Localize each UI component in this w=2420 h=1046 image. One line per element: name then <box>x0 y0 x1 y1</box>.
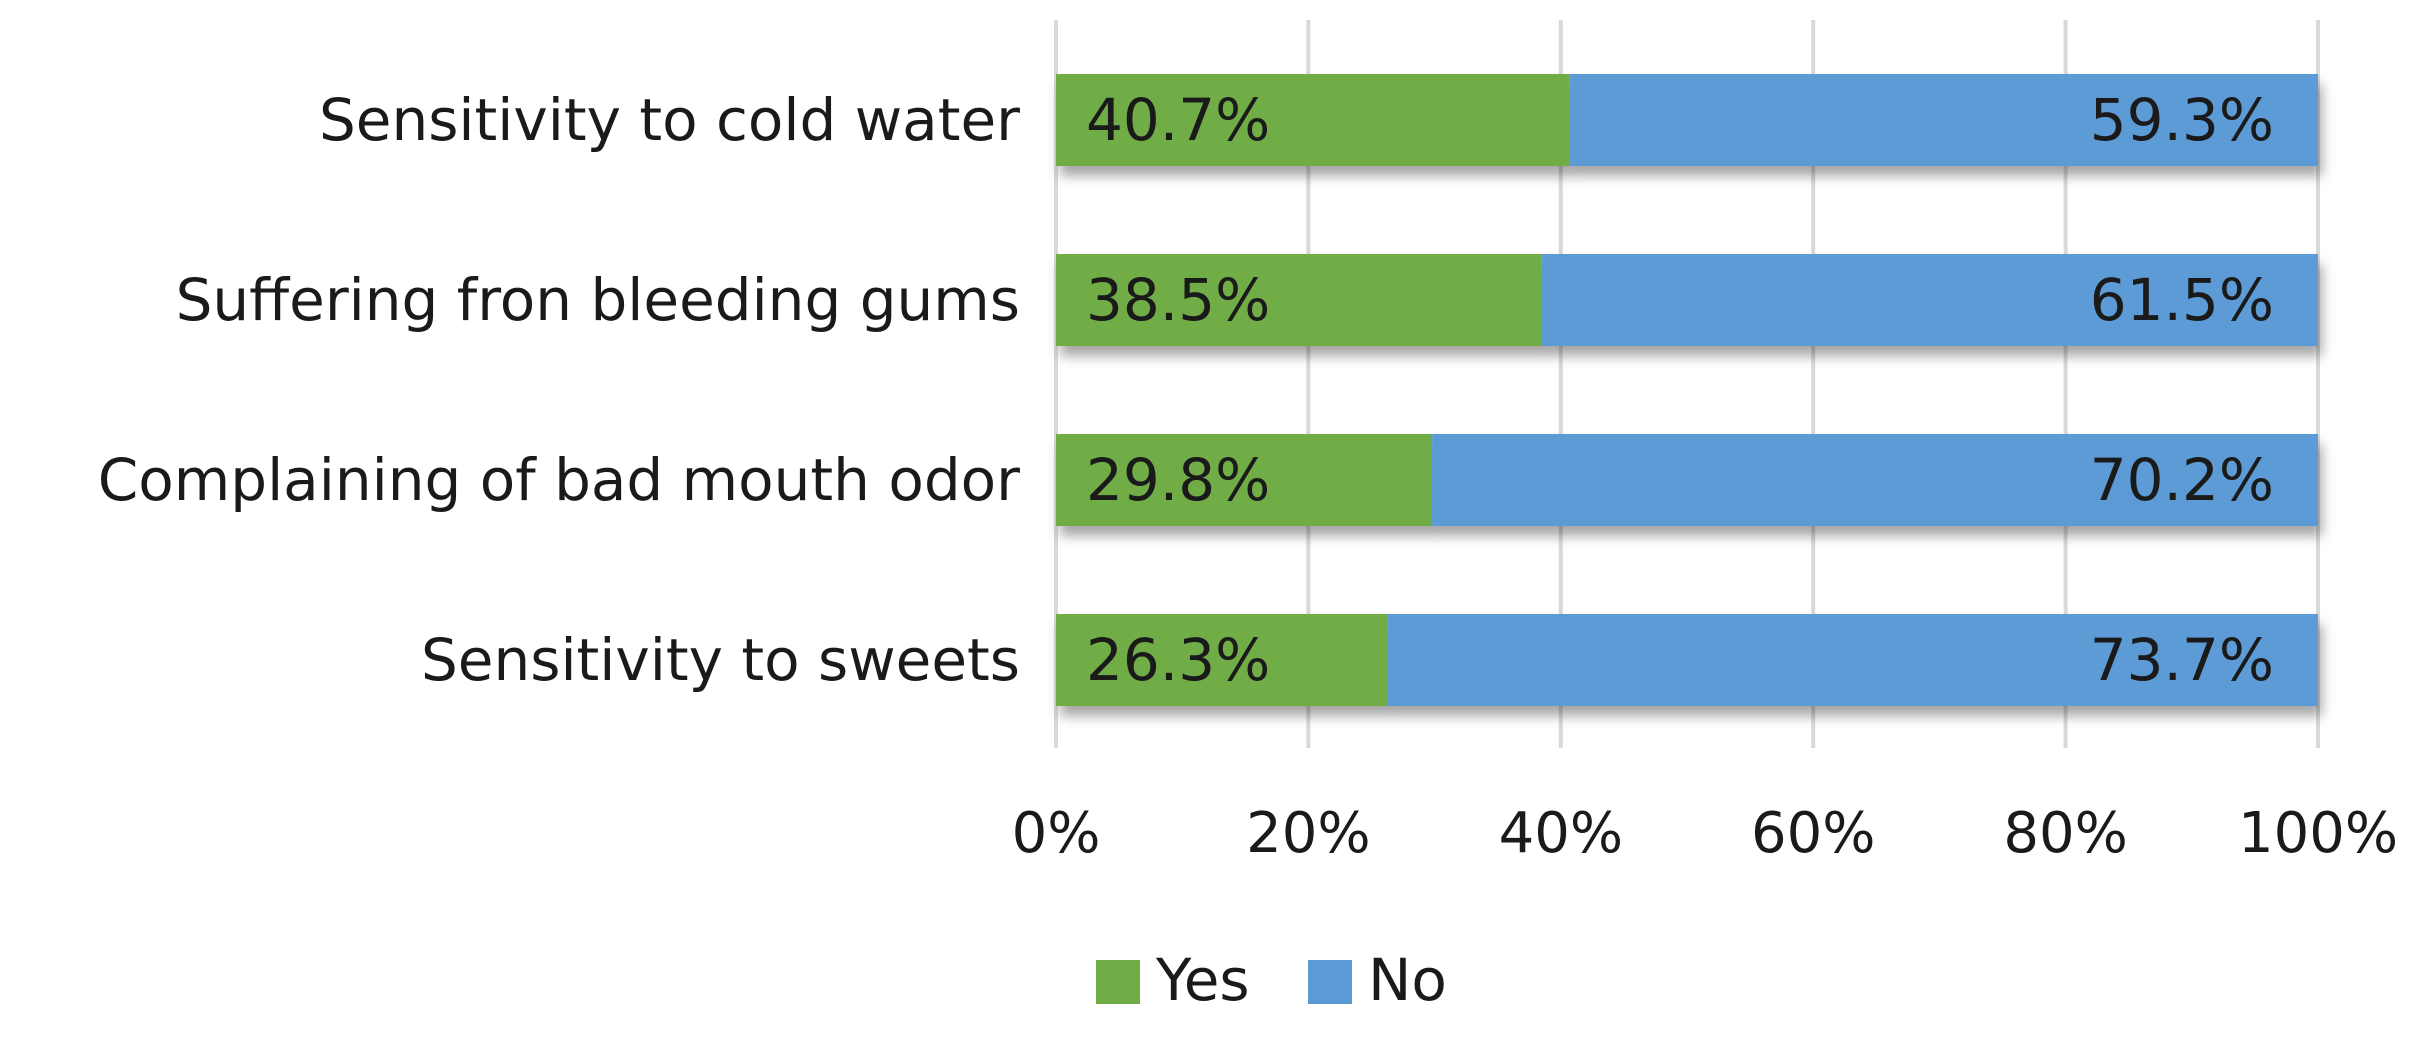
bar-yes <box>1056 74 1570 166</box>
data-label-yes: 40.7% <box>1086 86 1270 154</box>
bar-row <box>1056 614 2318 706</box>
x-tick-label: 80% <box>2003 801 2127 866</box>
category-labels: Sensitivity to cold water Suffering fron … <box>98 86 1020 694</box>
data-label-yes: 38.5% <box>1086 266 1270 334</box>
data-label-yes: 29.8% <box>1086 446 1270 514</box>
category-label: Sensitivity to cold water <box>319 86 1020 154</box>
x-axis-ticks: 0% 20% 40% 60% 80% 100% <box>1012 801 2398 866</box>
data-label-no: 73.7% <box>2090 626 2274 694</box>
bar-row <box>1056 434 2318 526</box>
legend-label-no: No <box>1368 946 1447 1014</box>
bar-no <box>1387 614 2318 706</box>
data-label-no: 61.5% <box>2090 266 2274 334</box>
bar-no <box>1541 254 2318 346</box>
bars <box>1056 74 2318 706</box>
x-tick-label: 0% <box>1012 801 1101 866</box>
bar-row <box>1056 254 2318 346</box>
data-label-no: 70.2% <box>2090 446 2274 514</box>
bar-yes <box>1056 254 1542 346</box>
x-tick-label: 40% <box>1499 801 1623 866</box>
bar-no <box>1432 434 2318 526</box>
legend-swatch-no <box>1308 960 1352 1004</box>
category-label: Sensitivity to sweets <box>421 626 1020 694</box>
category-label: Suffering fron bleeding gums <box>176 266 1020 334</box>
data-labels: 40.7% 59.3% 38.5% 61.5% 29.8% 70.2% 26.3% 73.7% <box>1086 86 2274 694</box>
x-tick-label: 100% <box>2238 801 2398 866</box>
x-tick-label: 20% <box>1246 801 1370 866</box>
data-label-yes: 26.3% <box>1086 626 1270 694</box>
category-label: Complaining of bad mouth odor <box>98 446 1020 514</box>
legend-swatch-yes <box>1096 960 1140 1004</box>
bar-row <box>1056 74 2318 166</box>
data-label-no: 59.3% <box>2090 86 2274 154</box>
x-tick-label: 60% <box>1751 801 1875 866</box>
legend-label-yes: Yes <box>1155 946 1250 1014</box>
bar-yes <box>1056 614 1388 706</box>
bar-no <box>1569 74 2318 166</box>
legend: Yes No <box>1096 946 1447 1014</box>
bar-yes <box>1056 434 1433 526</box>
